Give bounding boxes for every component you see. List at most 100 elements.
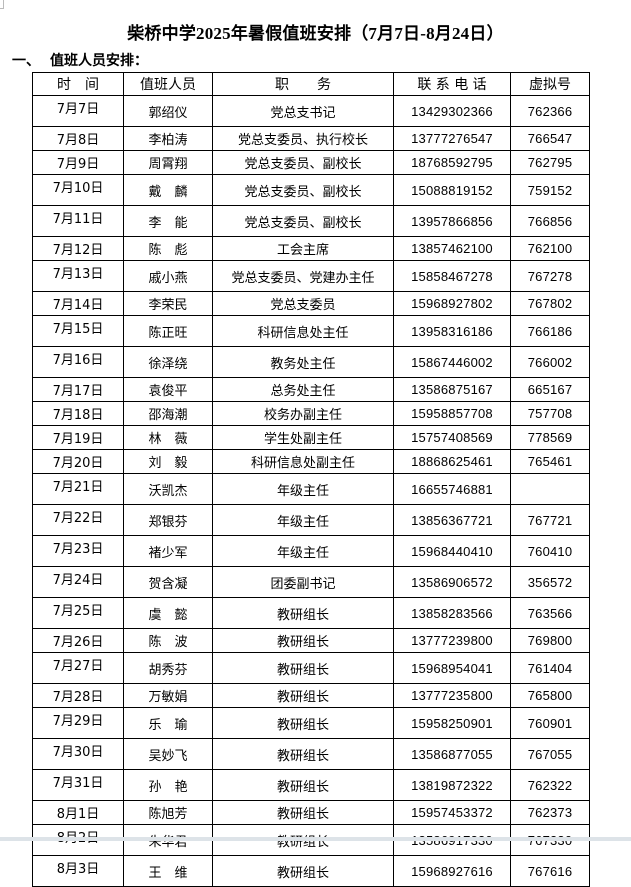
duty-schedule-table: 时 间 值班人员 职 务 联 系 电 话 虚拟号 7月7日 郭绍仪 党总支书记 134… <box>32 72 590 887</box>
cell-position: 年级主任 <box>212 535 394 567</box>
section-heading: 一、 值班人员安排： <box>12 50 148 70</box>
cell-date: 7月29日 <box>32 707 124 739</box>
cell-phone: 15957453372 <box>393 800 511 825</box>
cell-position: 校务办副主任 <box>212 401 394 426</box>
cell-phone: 18868625461 <box>393 449 511 474</box>
cell-date: 7月7日 <box>32 95 124 127</box>
cell-virtual-number: 762100 <box>510 236 590 261</box>
cell-virtual-number: 769800 <box>510 628 590 653</box>
cell-virtual-number: 767721 <box>510 504 590 536</box>
cell-virtual-number: 760410 <box>510 535 590 567</box>
cell-virtual-number: 778569 <box>510 425 590 450</box>
table-row: 7月7日 郭绍仪 党总支书记 13429302366 762366 <box>32 95 590 127</box>
cell-person: 李荣民 <box>123 291 213 316</box>
cell-date: 7月24日 <box>32 566 124 598</box>
cell-date: 7月14日 <box>32 291 124 316</box>
cell-position: 党总支委员、执行校长 <box>212 126 394 151</box>
cell-phone: 15968440410 <box>393 535 511 567</box>
cell-position: 党总支委员、副校长 <box>212 174 394 206</box>
table-row: 7月8日 李柏涛 党总支委员、执行校长 13777276547 766547 <box>32 126 590 151</box>
table-row: 7月21日 沃凯杰 年级主任 16655746881 <box>32 473 590 505</box>
cell-date: 7月8日 <box>32 126 124 151</box>
cell-virtual-number: 767802 <box>510 291 590 316</box>
cell-date: 7月23日 <box>32 535 124 567</box>
cell-virtual-number: 765800 <box>510 683 590 708</box>
table-row: 7月9日 周霄翔 党总支委员、副校长 18768592795 762795 <box>32 150 590 175</box>
cell-virtual-number: 765461 <box>510 449 590 474</box>
cell-date: 7月22日 <box>32 504 124 536</box>
cell-position: 年级主任 <box>212 504 394 536</box>
cell-person: 褚少军 <box>123 535 213 567</box>
cell-phone: 13429302366 <box>393 95 511 127</box>
cell-virtual-number: 766547 <box>510 126 590 151</box>
table-row: 7月13日 戚小燕 党总支委员、党建办主任 15858467278 767278 <box>32 260 590 292</box>
table-row: 8月1日 陈旭芳 教研组长 15957453372 762373 <box>32 800 590 825</box>
cell-phone: 15858467278 <box>393 260 511 292</box>
cell-person: 虞 懿 <box>123 597 213 629</box>
cell-phone: 13856367721 <box>393 504 511 536</box>
table-row: 8月3日王 维教研组长 15968927616 767616 <box>32 855 590 887</box>
cell-phone: 13586875167 <box>393 377 511 402</box>
header-position: 职 务 <box>212 72 394 96</box>
cell-person: 陈正旺 <box>123 315 213 347</box>
cell-virtual-number: 762795 <box>510 150 590 175</box>
cell-position: 党总支委员、党建办主任 <box>212 260 394 292</box>
cell-virtual-number: 767055 <box>510 738 590 770</box>
cell-virtual-number: 665167 <box>510 377 590 402</box>
header-virtual-number: 虚拟号 <box>510 72 590 96</box>
cell-phone: 15968927802 <box>393 291 511 316</box>
table-header-row: 时 间 值班人员 职 务 联 系 电 话 虚拟号 <box>32 72 590 96</box>
cell-virtual-number: 760901 <box>510 707 590 739</box>
table-row: 7月28日 万敏娟 教研组长 13777235800 765800 <box>32 683 590 708</box>
header-phone: 联 系 电 话 <box>393 72 511 96</box>
cell-phone: 13586877055 <box>393 738 511 770</box>
cell-person: 王 维 <box>123 855 213 887</box>
header-date: 时 间 <box>32 72 124 96</box>
cell-date: 7月20日 <box>32 449 124 474</box>
cell-date: 7月15日 <box>32 315 124 347</box>
cell-person: 李柏涛 <box>123 126 213 151</box>
cell-person: 郑银芬 <box>123 504 213 536</box>
cell-phone: 13958316186 <box>393 315 511 347</box>
cell-virtual-number: 767616 <box>510 855 590 887</box>
cell-date: 7月25日 <box>32 597 124 629</box>
cell-person: 邵海潮 <box>123 401 213 426</box>
cell-phone: 15968927616 <box>393 855 511 887</box>
cell-date: 7月18日 <box>32 401 124 426</box>
cell-virtual-number: 761404 <box>510 652 590 684</box>
cell-virtual-number: 762373 <box>510 800 590 825</box>
cell-person: 周霄翔 <box>123 150 213 175</box>
cell-phone: 13858283566 <box>393 597 511 629</box>
cell-date: 8月1日 <box>32 800 124 825</box>
cell-position: 科研信息处主任 <box>212 315 394 347</box>
table-row: 7月10日戴 麟党总支委员、副校长 15088819152 759152 <box>32 174 590 206</box>
cell-person: 林 薇 <box>123 425 213 450</box>
cell-position: 教研组长 <box>212 800 394 825</box>
cell-person: 万敏娟 <box>123 683 213 708</box>
cell-virtual-number: 356572 <box>510 566 590 598</box>
cell-phone: 15757408569 <box>393 425 511 450</box>
cell-position: 工会主席 <box>212 236 394 261</box>
cell-position: 教研组长 <box>212 628 394 653</box>
cell-phone: 13957866856 <box>393 205 511 237</box>
cell-date: 7月30日 <box>32 738 124 770</box>
cell-position: 教研组长 <box>212 652 394 684</box>
table-row: 7月11日李 能党总支委员、副校长 13957866856 766856 <box>32 205 590 237</box>
cell-person: 沃凯杰 <box>123 473 213 505</box>
cell-date: 7月13日 <box>32 260 124 292</box>
cell-position: 年级主任 <box>212 473 394 505</box>
document-title: 柴桥中学2025年暑假值班安排（7月7日-8月24日） <box>127 24 504 43</box>
cell-phone: 13586906572 <box>393 566 511 598</box>
cell-virtual-number: 766856 <box>510 205 590 237</box>
cell-position: 党总支书记 <box>212 95 394 127</box>
cell-virtual-number: 757708 <box>510 401 590 426</box>
table-row: 7月16日 徐泽绕 教务处主任 15867446002 766002 <box>32 346 590 378</box>
cell-date: 7月27日 <box>32 652 124 684</box>
cell-virtual-number: 759152 <box>510 174 590 206</box>
table-row: 7月22日 郑银芬 年级主任 13856367721 767721 <box>32 504 590 536</box>
cell-position: 科研信息处副主任 <box>212 449 394 474</box>
cell-position: 党总支委员、副校长 <box>212 205 394 237</box>
cell-date: 7月26日 <box>32 628 124 653</box>
cell-date: 7月16日 <box>32 346 124 378</box>
cell-phone: 13777239800 <box>393 628 511 653</box>
